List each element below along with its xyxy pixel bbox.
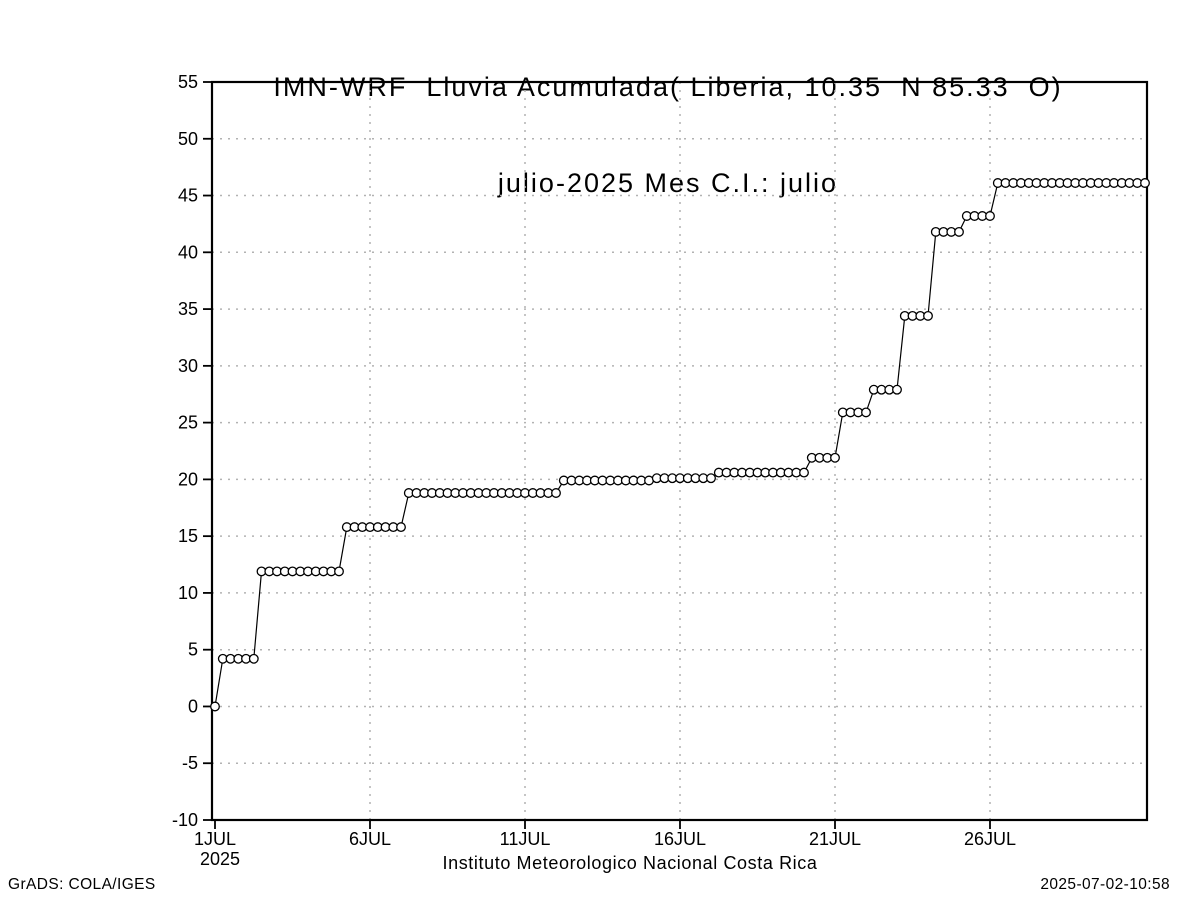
x-tick-label: 16JUL — [654, 829, 706, 849]
y-tick-label: 10 — [178, 583, 198, 603]
x-tick-label: 6JUL — [349, 829, 391, 849]
data-point-marker — [985, 211, 995, 221]
data-point-marker — [1140, 178, 1150, 188]
y-tick-label: -5 — [182, 753, 198, 773]
chart-title: IMN-WRF Lluvia Acumulada( Liberia, 10.35… — [136, 7, 1200, 263]
y-tick-label: 0 — [188, 696, 198, 716]
y-tick-label: 5 — [188, 640, 198, 660]
y-tick-label: -10 — [172, 810, 198, 830]
y-tick-label: 55 — [178, 72, 198, 92]
x-tick-label: 1JUL — [194, 829, 236, 849]
x-tick-label: 21JUL — [809, 829, 861, 849]
y-tick-label: 50 — [178, 129, 198, 149]
y-tick-label: 40 — [178, 242, 198, 262]
x-tick-sublabel: 2025 — [200, 849, 240, 869]
x-axis-caption: Instituto Meteorologico Nacional Costa R… — [442, 853, 818, 873]
data-point-marker — [830, 452, 840, 463]
data-point-marker — [248, 653, 259, 664]
x-tick-label: 11JUL — [500, 829, 551, 849]
data-point-marker — [334, 566, 344, 577]
data-point-marker — [706, 473, 716, 484]
x-tick-label: 26JUL — [964, 829, 1016, 849]
data-point-marker — [396, 522, 406, 533]
y-tick-label: 15 — [178, 526, 198, 546]
creation-timestamp: 2025-07-02-10:58 — [1040, 876, 1170, 893]
chart-title-line1: IMN-WRF Lluvia Acumulada( Liberia, 10.35… — [273, 72, 1063, 102]
chart-title-line2: julio-2025 Mes C.I.: julio — [497, 168, 839, 198]
data-point-marker — [892, 384, 902, 395]
plot-frame — [210, 80, 1149, 822]
grads-credit: GrADS: COLA/IGES — [8, 876, 156, 893]
data-point-marker — [799, 467, 809, 478]
data-point-marker — [210, 701, 220, 712]
y-tick-label: 45 — [178, 186, 198, 206]
data-point-marker — [861, 407, 871, 418]
y-tick-label: 35 — [178, 299, 198, 319]
data-point-marker — [923, 310, 933, 321]
y-tick-label: 20 — [178, 469, 198, 489]
data-point-marker — [551, 488, 561, 498]
y-tick-label: 30 — [178, 356, 198, 376]
data-point-marker — [954, 226, 964, 237]
y-tick-label: 25 — [178, 413, 198, 433]
